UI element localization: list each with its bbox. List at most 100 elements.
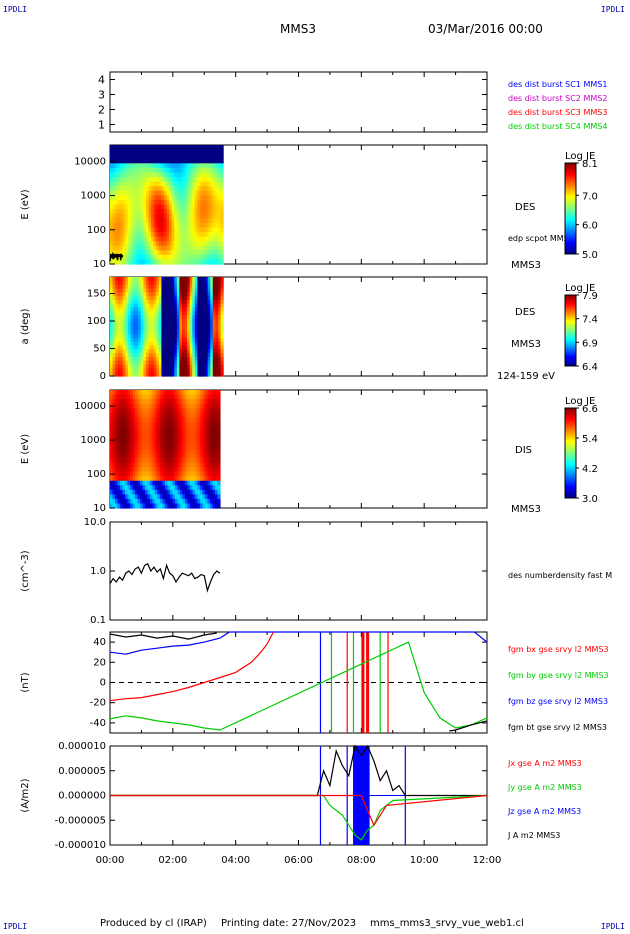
heatmap-cell — [210, 209, 214, 215]
heatmap-cell — [210, 145, 214, 151]
heatmap-cell — [122, 315, 127, 320]
heatmap-cell — [138, 213, 142, 219]
heatmap-cell — [143, 372, 147, 377]
heatmap-cell — [202, 444, 206, 450]
heatmap-cell — [163, 259, 168, 265]
heatmap-cell — [212, 245, 216, 251]
heatmap-cell — [161, 154, 165, 160]
heatmap-cell — [152, 498, 156, 505]
heatmap-cell — [143, 241, 147, 247]
heatmap-cell — [202, 149, 206, 155]
heatmap-cell — [197, 403, 201, 409]
heatmap-cell — [220, 288, 224, 293]
heatmap-cell — [112, 292, 116, 297]
heatmap-cell — [112, 163, 116, 169]
heatmap-cell — [184, 315, 188, 320]
heatmap-cell — [164, 394, 169, 400]
heatmap-cell — [158, 334, 163, 339]
heatmap-cell — [134, 408, 139, 414]
heatmap-cell — [148, 250, 152, 256]
heatmap-cell — [158, 356, 163, 362]
heatmap-cell — [130, 195, 134, 201]
heatmap-cell — [120, 172, 124, 178]
heatmap-cell — [140, 337, 145, 343]
heatmap-cell — [217, 177, 222, 183]
heatmap-cell — [114, 494, 119, 500]
heatmap-cell — [145, 334, 150, 339]
heatmap-cell — [117, 288, 121, 293]
heatmap-cell — [137, 412, 141, 418]
heatmap-cell — [110, 341, 114, 347]
heatmap-cell — [184, 421, 189, 427]
legend-entry: J A m2 MMS3 — [507, 831, 560, 840]
heatmap-cell — [122, 209, 127, 215]
heatmap-cell — [129, 498, 134, 505]
heatmap-cell — [189, 307, 193, 312]
heatmap-cell — [214, 467, 219, 473]
heatmap-cell — [144, 467, 149, 473]
heatmap-cell — [167, 430, 171, 436]
heatmap-cell — [177, 439, 181, 446]
heatmap-cell — [172, 421, 176, 427]
heatmap-cell — [184, 353, 188, 358]
heatmap-cell — [202, 458, 206, 464]
heatmap-cell — [202, 467, 206, 473]
heatmap-cell — [197, 195, 201, 201]
heatmap-cell — [169, 284, 173, 290]
heatmap-cell — [202, 435, 206, 441]
heatmap-cell — [143, 364, 147, 369]
heatmap-cell — [140, 322, 145, 328]
heatmap-cell — [202, 480, 206, 486]
heatmap-cell — [154, 453, 159, 459]
heatmap-cell — [179, 213, 183, 219]
heatmap-cell — [137, 480, 141, 486]
heatmap-cell — [133, 334, 137, 339]
heatmap-cell — [169, 399, 174, 405]
heatmap-cell — [122, 467, 126, 473]
heatmap-cell — [138, 349, 142, 354]
heatmap-cell — [127, 471, 131, 477]
heatmap-cell — [207, 467, 211, 473]
heatmap-cell — [143, 349, 147, 354]
heatmap-cell — [162, 421, 166, 427]
heatmap-cell — [194, 259, 198, 265]
y-tick-label: 100 — [87, 469, 106, 480]
heatmap-cell — [138, 245, 142, 251]
heatmap-cell — [112, 334, 116, 339]
heatmap-cell — [132, 458, 136, 464]
heatmap-cell — [199, 471, 204, 477]
heatmap-cell — [209, 421, 214, 427]
logo-bottom-left: IPDLI — [3, 922, 28, 931]
heatmap-cell — [204, 458, 209, 464]
heatmap-cell — [145, 181, 150, 187]
heatmap-cell — [120, 311, 124, 316]
heatmap-cell — [130, 284, 134, 290]
heatmap-cell — [192, 213, 196, 219]
heatmap-cell — [159, 476, 164, 482]
heatmap-cell — [161, 368, 165, 373]
heatmap-cell — [171, 292, 175, 297]
heatmap-cell — [133, 341, 137, 347]
heatmap-cell — [217, 471, 221, 477]
heatmap-cell — [122, 158, 127, 164]
heatmap-cell — [215, 154, 219, 160]
heatmap-cell — [164, 462, 169, 468]
heatmap-cell — [205, 296, 209, 301]
colorbar-title: Log JE — [565, 151, 595, 162]
heatmap-cell — [177, 444, 181, 450]
heatmap-cell — [125, 284, 129, 290]
heatmap-cell — [135, 345, 139, 350]
heatmap-cell — [197, 259, 201, 265]
heatmap-cell — [172, 426, 176, 432]
heatmap-cell — [115, 322, 119, 328]
heatmap-cell — [127, 303, 132, 309]
heatmap-cell — [197, 337, 201, 343]
heatmap-cell — [210, 204, 214, 210]
heatmap-cell — [153, 227, 157, 233]
heatmap-cell — [207, 458, 211, 464]
heatmap-cell — [202, 345, 206, 350]
legend-entry: fgm bt gse srvy l2 MMS3 — [508, 723, 607, 732]
heatmap-cell — [122, 494, 126, 500]
heatmap-cell — [204, 390, 209, 396]
heatmap-cell — [143, 181, 147, 187]
